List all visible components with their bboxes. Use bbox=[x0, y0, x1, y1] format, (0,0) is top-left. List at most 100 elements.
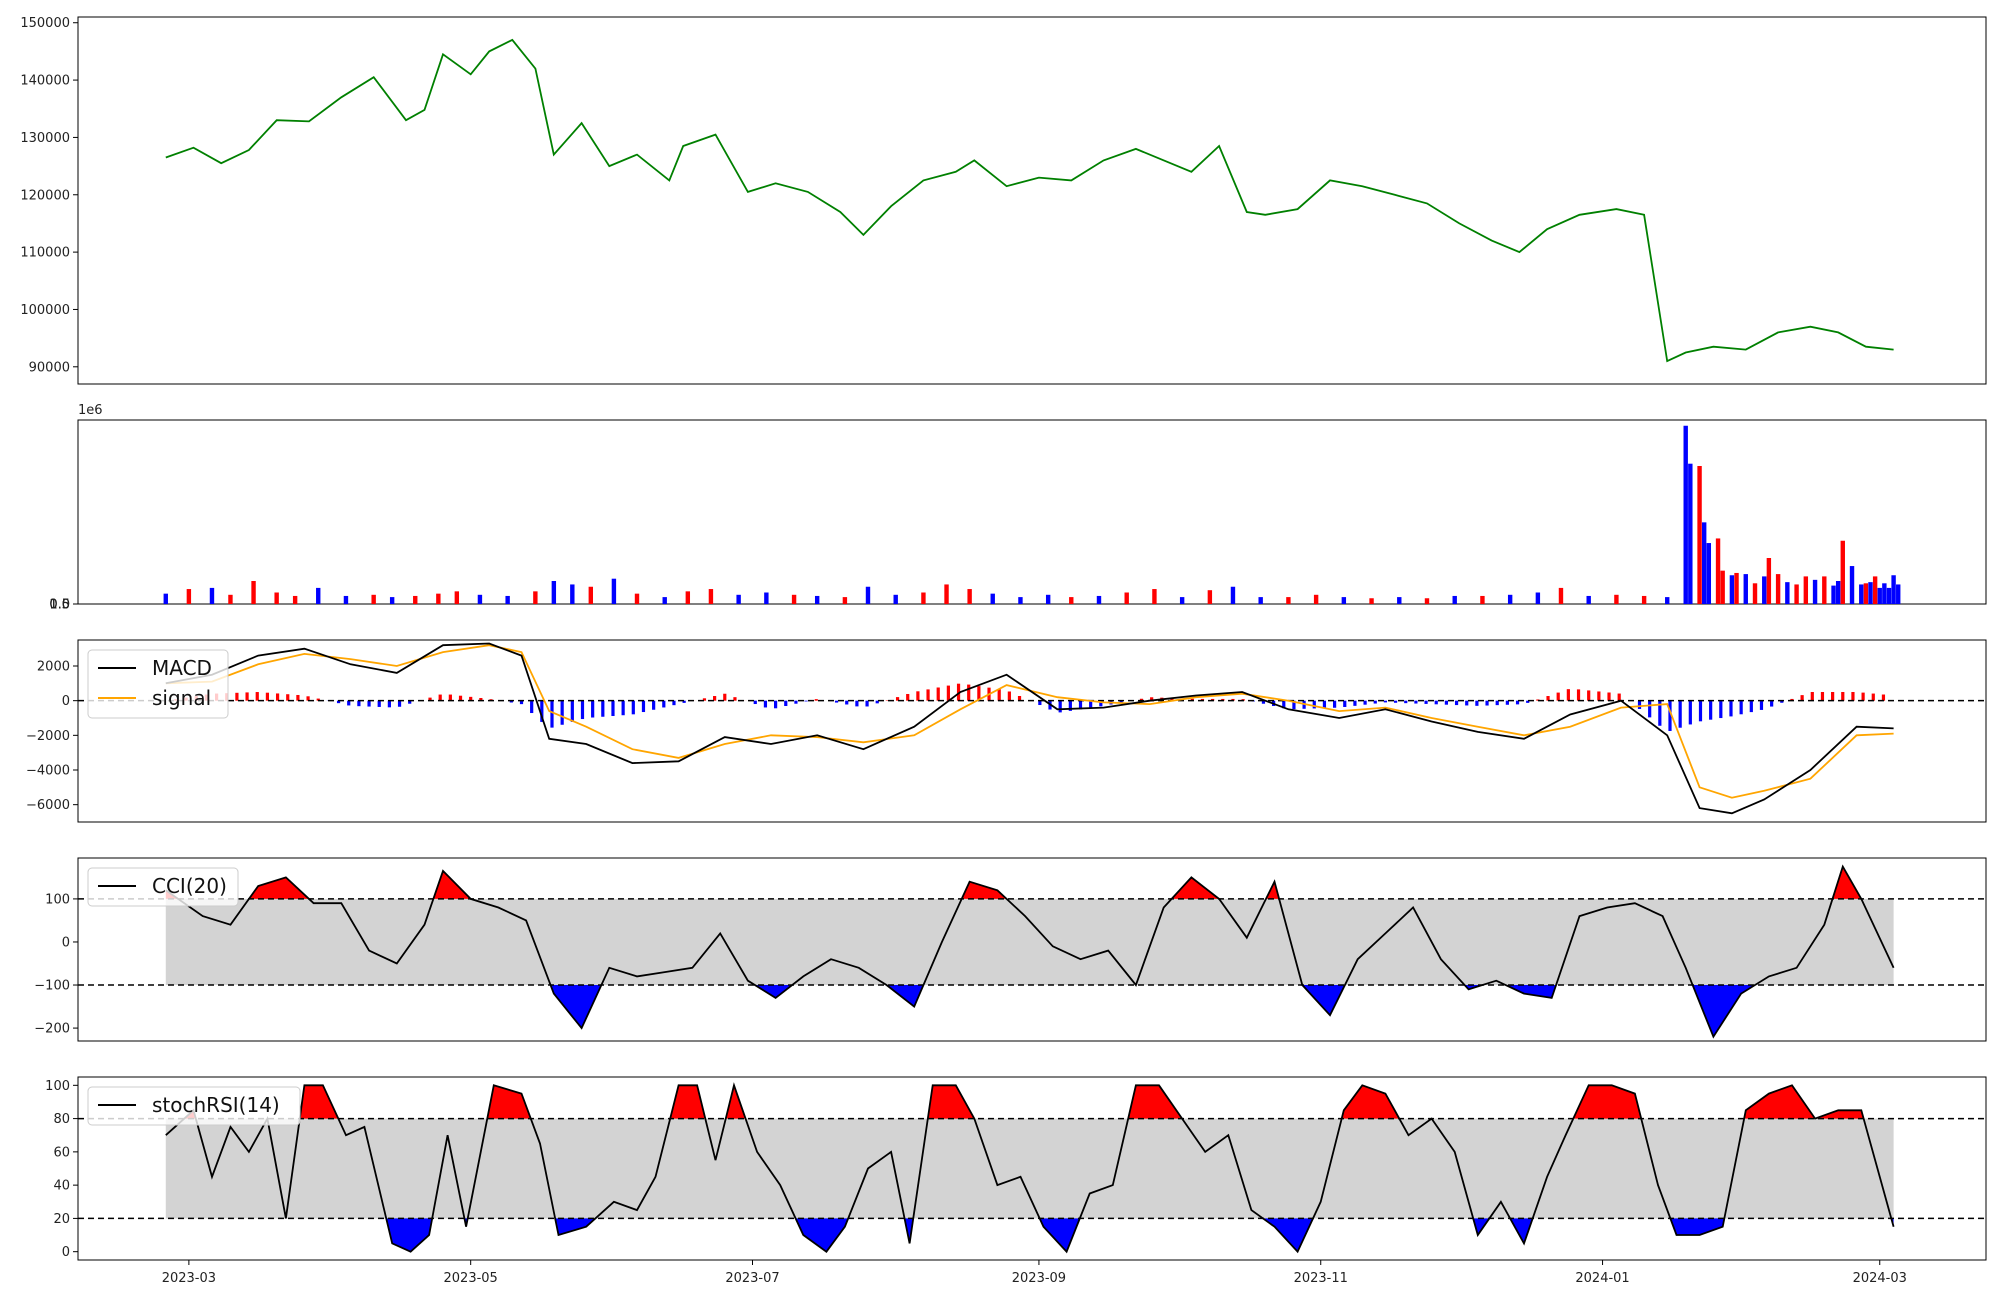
macd-hist-bar bbox=[1729, 700, 1733, 717]
volume-bar bbox=[389, 597, 395, 604]
volume-bar bbox=[1896, 584, 1901, 604]
macd-hist-bar bbox=[1831, 692, 1835, 701]
macd-hist-bar bbox=[1648, 700, 1652, 718]
macd-hist-bar bbox=[763, 700, 768, 708]
xtick-label: 2024-01 bbox=[1575, 1271, 1629, 1286]
cci-oversold-fill bbox=[1302, 985, 1345, 1016]
macd-hist-bar bbox=[1861, 692, 1865, 701]
stochrsi-ytick-label: 0 bbox=[62, 1245, 70, 1260]
macd-hist-bar bbox=[977, 686, 981, 701]
volume-bar bbox=[1886, 587, 1892, 604]
macd-hist-bar bbox=[1261, 700, 1266, 704]
volume-bar bbox=[708, 589, 714, 604]
stochrsi-frame bbox=[77, 1076, 1987, 1261]
volume-bar bbox=[1840, 540, 1845, 604]
volume-bar bbox=[316, 587, 321, 604]
macd-hist-bar bbox=[1353, 700, 1357, 706]
xtick-label: 2023-07 bbox=[725, 1271, 779, 1286]
macd-hist-bar bbox=[1343, 700, 1347, 707]
macd-hist-bar bbox=[1312, 700, 1316, 709]
volume-bar bbox=[186, 589, 192, 604]
volume-bar bbox=[1877, 587, 1882, 604]
macd-hist-bar bbox=[936, 687, 940, 701]
macd-hist-bar bbox=[1038, 700, 1042, 706]
macd-hist-bar bbox=[1678, 700, 1682, 728]
macd-hist-bar bbox=[1485, 700, 1489, 706]
cci-overbought-fill bbox=[961, 881, 1007, 899]
price-panel: 90000 100000 110000 120000 130000 140000 15000… bbox=[20, 16, 1987, 385]
macd-hist-bar bbox=[733, 697, 737, 701]
volume-bar bbox=[1701, 522, 1707, 604]
macd-hist-bar bbox=[1404, 700, 1408, 704]
macd-frame bbox=[77, 639, 1987, 823]
macd-hist-bar bbox=[519, 700, 524, 705]
macd-hist-bar bbox=[1170, 698, 1174, 701]
macd-hist-bar bbox=[1719, 700, 1723, 719]
volume-bar bbox=[634, 593, 640, 604]
price-line bbox=[165, 38, 1894, 363]
volume-panel: 0.00.51.01.5 1e6 bbox=[49, 403, 1987, 613]
volume-offset-label: 1e6 bbox=[78, 403, 103, 418]
macd-hist-bar bbox=[662, 700, 666, 708]
stochrsi-oversold-fill bbox=[1670, 1218, 1725, 1235]
volume-bar bbox=[1775, 574, 1781, 604]
volume-bar bbox=[1096, 595, 1102, 604]
macd-hist-bar bbox=[1150, 697, 1154, 701]
volume-bar bbox=[1397, 597, 1402, 604]
macd-ytick-label: 2000 bbox=[37, 660, 70, 675]
stochrsi-overbought-fill bbox=[299, 1085, 339, 1119]
macd-legend-label: signal bbox=[152, 686, 211, 710]
xtick-label: 2023-09 bbox=[1012, 1271, 1066, 1286]
macd-hist-bar bbox=[702, 698, 707, 701]
volume-bar bbox=[1535, 592, 1541, 604]
cci-ytick-label: −200 bbox=[34, 1022, 70, 1037]
volume-bar bbox=[662, 597, 667, 604]
volume-bar bbox=[292, 595, 298, 604]
macd-hist-bar bbox=[377, 700, 381, 707]
signal-line bbox=[165, 644, 1894, 799]
macd-hist-bar bbox=[794, 700, 798, 704]
volume-bar bbox=[944, 584, 949, 604]
cci-overbought-fill bbox=[1832, 866, 1862, 899]
price-ytick-label: 120000 bbox=[20, 188, 70, 203]
macd-hist-bar bbox=[1658, 700, 1662, 726]
stochrsi-ytick-label: 80 bbox=[53, 1112, 70, 1127]
macd-hist-bar bbox=[591, 700, 595, 718]
macd-hist-bar bbox=[1851, 692, 1855, 701]
volume-bar bbox=[1124, 592, 1129, 604]
macd-hist-bar bbox=[773, 700, 778, 709]
xtick-label: 2023-05 bbox=[444, 1271, 498, 1286]
volume-bar bbox=[1859, 584, 1864, 604]
macd-hist-bar bbox=[845, 700, 849, 705]
macd-hist-bar bbox=[1444, 700, 1449, 705]
macd-hist-bar bbox=[1089, 700, 1093, 708]
volume-bar bbox=[1831, 585, 1836, 604]
macd-hist-bar bbox=[580, 700, 585, 720]
macd-hist-bar bbox=[895, 697, 900, 701]
macd-hist-bar bbox=[1465, 700, 1469, 706]
macd-hist-bar bbox=[245, 692, 249, 701]
macd-line bbox=[165, 642, 1894, 815]
volume-bar bbox=[1018, 597, 1023, 604]
volume-bar bbox=[274, 592, 279, 604]
macd-hist-bar bbox=[1637, 700, 1642, 709]
macd-hist-bar bbox=[1881, 694, 1886, 701]
stochrsi-overbought-fill bbox=[1815, 1110, 1864, 1119]
cci-oversold-fill bbox=[754, 985, 793, 998]
macd-hist-bar bbox=[428, 697, 432, 701]
macd-hist-bar bbox=[458, 695, 463, 701]
stochrsi-ytick-label: 20 bbox=[53, 1212, 70, 1227]
volume-bar bbox=[990, 593, 995, 604]
macd-hist-bar bbox=[1587, 690, 1591, 701]
volume-bar bbox=[505, 595, 510, 604]
macd-hist-bar bbox=[1526, 700, 1530, 703]
macd-hist-bar bbox=[1383, 700, 1388, 703]
macd-hist-bar bbox=[1556, 692, 1560, 701]
price-ytick-label: 90000 bbox=[29, 360, 70, 375]
macd-hist-bar bbox=[306, 696, 310, 701]
stochrsi-oversold-fill bbox=[555, 1218, 596, 1235]
macd-hist-bar bbox=[753, 700, 757, 705]
volume-bar bbox=[1697, 466, 1702, 604]
macd-hist-bar bbox=[784, 700, 788, 707]
